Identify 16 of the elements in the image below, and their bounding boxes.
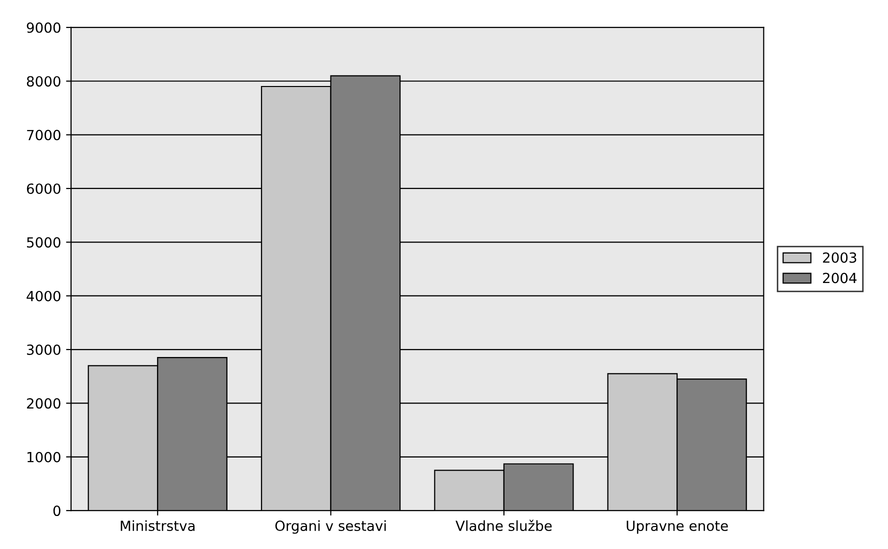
- y-tick-label: 2000: [26, 398, 60, 409]
- y-tick-label: 3000: [27, 344, 60, 356]
- x-tick-label: Ministrstva: [120, 520, 195, 532]
- y-tick-label: 4000: [26, 290, 60, 302]
- y-tick-label: 1000: [27, 452, 60, 462]
- y-tick-label: 8000: [26, 76, 60, 87]
- x-tick-label: Organi v sestavi: [275, 520, 386, 534]
- x-tick-label: Upravne enote: [626, 520, 728, 534]
- y-tick-label: 5000: [27, 237, 60, 248]
- x-tick-label: Vladne službe: [456, 520, 552, 532]
- legend-label: 2004: [823, 272, 857, 284]
- y-tick-label: 0: [53, 506, 60, 516]
- legend-label: 2003: [823, 252, 856, 263]
- y-tick-label: 6000: [26, 183, 60, 194]
- y-tick-label: 7000: [27, 130, 60, 140]
- y-tick-label: 9000: [26, 22, 60, 33]
